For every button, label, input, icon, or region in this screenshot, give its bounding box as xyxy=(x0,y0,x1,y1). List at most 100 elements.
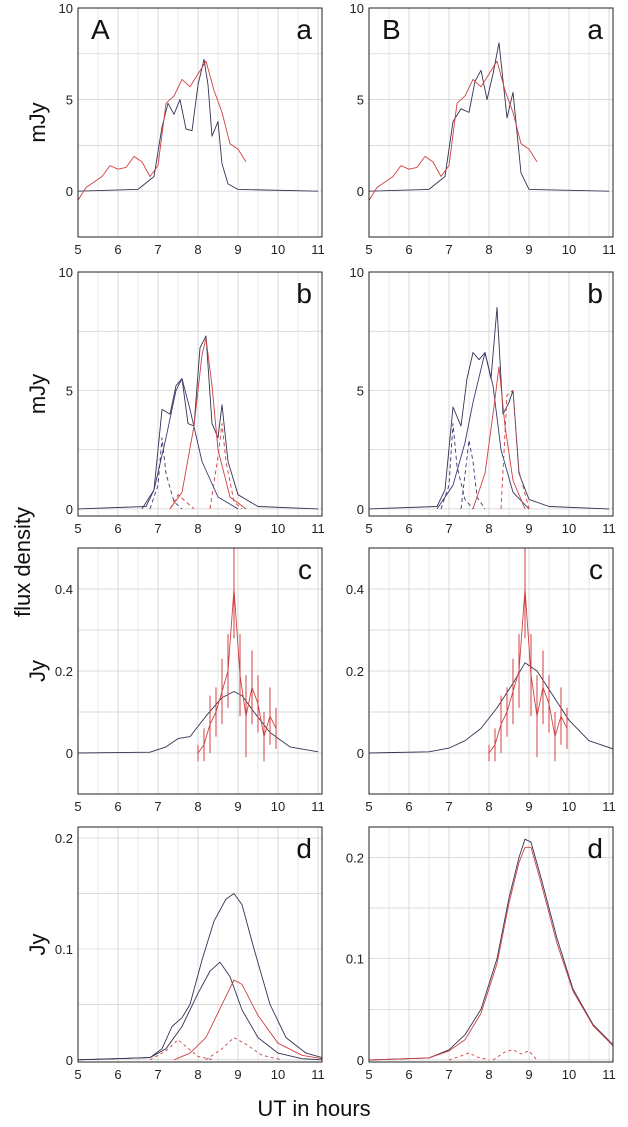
panel-A-d: 5 6 7 8 9 10 11 0 0.1 0.2 Jy d xyxy=(25,826,325,1082)
x-tick-label: 9 xyxy=(234,1067,241,1082)
x-tick-label: 6 xyxy=(405,521,412,536)
series-line-comp-1 xyxy=(369,846,613,1061)
x-tick-label: 5 xyxy=(365,1067,372,1082)
x-tick-label: 7 xyxy=(154,799,161,814)
x-tick-label: 8 xyxy=(485,521,492,536)
y-tick-label: 0 xyxy=(357,1053,364,1068)
y-tick-label: 5 xyxy=(66,383,73,398)
series-line-comp-2 xyxy=(141,378,239,510)
panel-B-a: 5 6 7 8 9 10 11 0 5 10 B a xyxy=(350,1,616,257)
series-line-observed xyxy=(488,588,568,754)
series-group xyxy=(369,838,613,1061)
y-tick-label: 0 xyxy=(66,184,73,199)
x-tick-label: 5 xyxy=(74,799,81,814)
x-tick-label: 11 xyxy=(311,799,325,814)
global-ylabel: flux density xyxy=(10,507,35,617)
plot-frame xyxy=(368,547,614,795)
x-tick-label: 5 xyxy=(74,242,81,257)
series-line-comp-5 xyxy=(209,423,243,510)
x-tick-label: 10 xyxy=(271,799,285,814)
x-tick-label: 10 xyxy=(562,799,576,814)
plot-frame xyxy=(368,7,614,238)
y-tick-label: 0 xyxy=(357,746,364,761)
x-tick-label: 5 xyxy=(365,242,372,257)
x-tick-label: 11 xyxy=(602,242,616,257)
x-tick-label: 8 xyxy=(485,799,492,814)
x-tick-label: 11 xyxy=(311,242,325,257)
x-tick-label: 8 xyxy=(194,1067,201,1082)
x-tick-label: 7 xyxy=(154,1067,161,1082)
plot-frame xyxy=(77,547,323,795)
x-tick-label: 5 xyxy=(365,521,372,536)
series-line-total xyxy=(78,893,322,1061)
x-tick-label: 9 xyxy=(234,799,241,814)
gridlines xyxy=(78,827,322,1062)
y-tick-label: 10 xyxy=(59,1,73,16)
x-tick-label: 9 xyxy=(234,521,241,536)
panel-letter: A xyxy=(91,14,110,45)
series-group xyxy=(78,548,319,762)
x-tick-label: 9 xyxy=(525,521,532,536)
series-group xyxy=(78,335,319,510)
x-tick-label: 9 xyxy=(525,242,532,257)
series-line-comp-4 xyxy=(472,366,526,510)
series-group xyxy=(369,548,613,762)
x-tick-label: 7 xyxy=(154,242,161,257)
panel-B-c: 5 6 7 8 9 10 11 0 0.2 0.4 c xyxy=(346,547,616,814)
y-tick-label: 0.4 xyxy=(346,582,364,597)
panel-letter: B xyxy=(382,14,401,45)
y-tick-label: 0.2 xyxy=(55,664,73,679)
x-tick-label: 7 xyxy=(445,242,452,257)
series-line-model xyxy=(78,58,319,192)
x-tick-label: 8 xyxy=(194,242,201,257)
gridlines xyxy=(369,548,613,794)
y-tick-label: 5 xyxy=(357,383,364,398)
gridlines xyxy=(78,8,322,237)
y-tick-label: 5 xyxy=(66,93,73,108)
x-tick-label: 7 xyxy=(445,521,452,536)
series-line-observed xyxy=(78,60,247,201)
series-line-comp-5 xyxy=(500,389,530,510)
series-line-comp-1 xyxy=(440,423,474,510)
series-line-comp-2 xyxy=(436,352,530,510)
series-group xyxy=(369,307,610,510)
x-tick-label: 8 xyxy=(194,521,201,536)
x-tick-label: 10 xyxy=(271,521,285,536)
y-tick-label: 0.2 xyxy=(55,831,73,846)
x-tick-label: 10 xyxy=(271,1067,285,1082)
x-tick-label: 5 xyxy=(74,521,81,536)
series-line-comp-4 xyxy=(205,1037,283,1061)
x-tick-label: 8 xyxy=(194,799,201,814)
y-tick-label: 10 xyxy=(59,265,73,280)
y-tick-label: 0 xyxy=(357,184,364,199)
y-tick-label: 0 xyxy=(66,746,73,761)
row-letter: a xyxy=(587,14,603,45)
y-unit-label: mJy xyxy=(25,374,50,414)
x-tick-label: 10 xyxy=(562,1067,576,1082)
series-line-observed xyxy=(369,60,538,201)
plot-frame xyxy=(77,826,323,1063)
panel-A-c: 5 6 7 8 9 10 11 0 0.2 0.4 Jy c xyxy=(25,547,325,814)
row-letter: b xyxy=(296,278,312,309)
x-tick-label: 7 xyxy=(154,521,161,536)
x-tick-label: 9 xyxy=(525,1067,532,1082)
row-letter: d xyxy=(587,833,603,864)
series-group xyxy=(369,42,610,201)
y-unit-label: Jy xyxy=(25,660,50,682)
x-tick-label: 10 xyxy=(562,242,576,257)
x-tick-label: 7 xyxy=(445,799,452,814)
x-tick-label: 7 xyxy=(445,1067,452,1082)
x-tick-label: 9 xyxy=(525,799,532,814)
x-tick-label: 11 xyxy=(602,521,616,536)
x-tick-label: 10 xyxy=(562,521,576,536)
plot-frame xyxy=(368,826,614,1063)
y-tick-label: 0.1 xyxy=(55,942,73,957)
x-tick-label: 6 xyxy=(405,1067,412,1082)
y-tick-label: 0.2 xyxy=(346,664,364,679)
gridlines xyxy=(369,827,613,1062)
series-line-total xyxy=(78,335,319,510)
plot-frame xyxy=(77,271,323,517)
x-tick-label: 11 xyxy=(602,1067,616,1082)
